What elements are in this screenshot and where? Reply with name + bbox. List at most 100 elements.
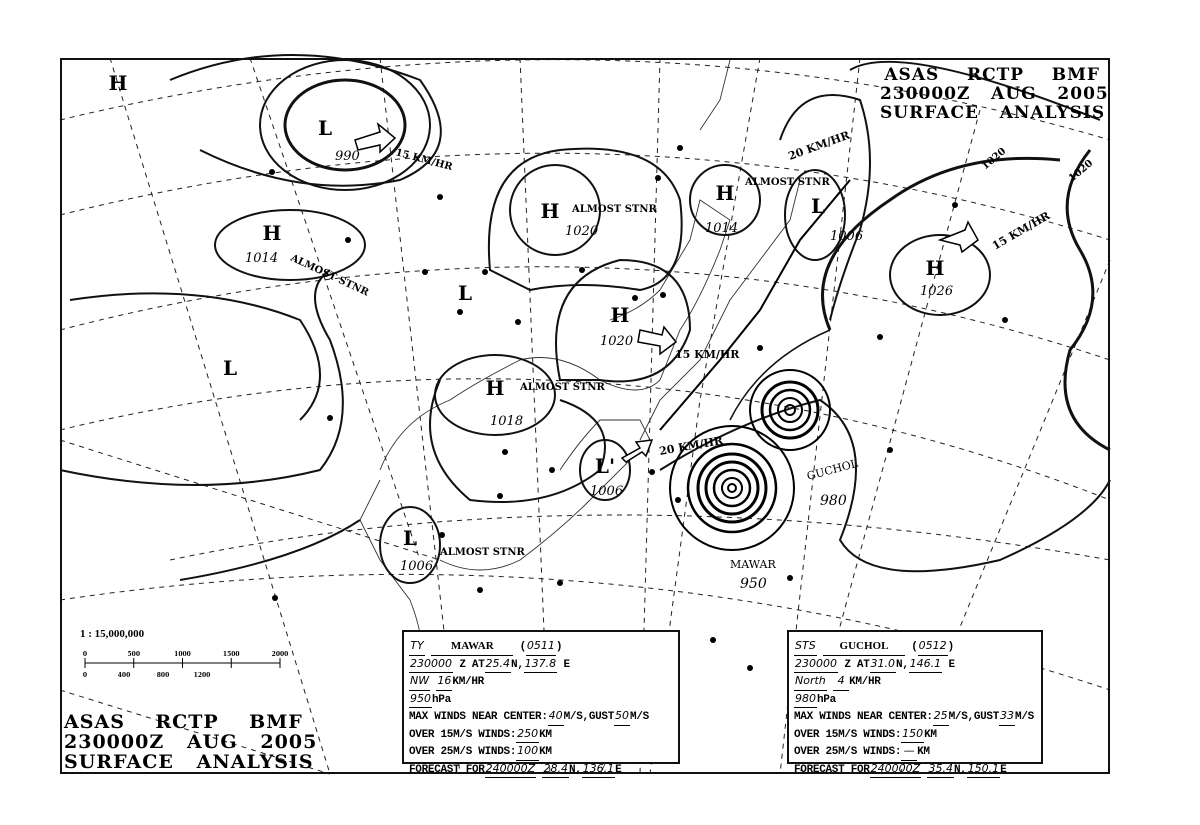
- category: STS: [794, 638, 817, 656]
- center-pressure: 1026: [920, 284, 953, 299]
- scale-tick-nm: 0: [83, 672, 87, 679]
- high-pressure-center: H: [611, 303, 630, 327]
- label: FORECAST FOR: [794, 763, 870, 776]
- lat: 31.0: [869, 656, 897, 673]
- forecast-time: 240000Z: [869, 761, 922, 778]
- center-pressure: 1014: [245, 251, 278, 266]
- header-line-1: ASAS RCTP BMF: [884, 65, 1100, 85]
- label: E: [948, 658, 955, 671]
- label: KM: [917, 746, 930, 758]
- forecast-time: 240000Z: [484, 761, 537, 778]
- speed-label: 15 KM/HR: [675, 348, 740, 361]
- gust: 33: [999, 708, 1016, 726]
- map-footer-title: ASAS RCTP BMF 230000Z AUG 2005 SURFACE A…: [64, 712, 317, 772]
- label: KM: [539, 728, 552, 741]
- category: TY: [409, 638, 425, 656]
- center-pressure: 990: [335, 149, 360, 164]
- scale-tick-nm: 400: [118, 672, 131, 679]
- forecast-lat: 28.4: [542, 761, 569, 778]
- speed: 4: [833, 673, 850, 691]
- low-pressure-center: L': [595, 454, 615, 478]
- almost-stnr-label: ALMOST STNR: [571, 204, 658, 215]
- station-plots: [269, 145, 1008, 671]
- storm-number: 0511: [525, 638, 556, 656]
- radius-15: 150: [901, 726, 925, 743]
- scale-tick-km: 500: [127, 651, 140, 658]
- label: MAX WINDS NEAR CENTER:: [794, 711, 933, 723]
- scale-tick-km: 1500: [223, 651, 240, 658]
- speed: 16: [436, 673, 453, 691]
- label: OVER 25M/S WINDS:: [409, 746, 517, 758]
- high-pressure-center: H: [486, 376, 505, 400]
- low-pressure-center: L: [458, 281, 472, 305]
- forecast-lon: 150.1: [966, 761, 1001, 778]
- label: KM: [924, 728, 937, 741]
- label: Z AT: [459, 658, 485, 671]
- typhoon-pressure-mawar: 950: [740, 576, 767, 592]
- low-pressure-center: L: [811, 194, 825, 218]
- label: N,: [953, 763, 967, 776]
- stationary-front: [659, 179, 851, 431]
- typhoon-guchol-isobars: [749, 369, 831, 451]
- radius-25: 100: [516, 743, 540, 761]
- forecast-lat: 35.4: [927, 761, 954, 778]
- high-pressure-center: H: [541, 199, 560, 223]
- pressure: 950: [409, 691, 432, 708]
- label: E: [615, 763, 622, 776]
- label: hPa: [817, 693, 836, 706]
- scale-bar: 1 : 15,000,000 0 500 1000 1500 2000 0 400 800 12…: [80, 628, 290, 683]
- radius-25: —: [901, 743, 918, 761]
- header-line-2: 230000Z AUG 2005: [880, 84, 1109, 104]
- scale-tick-km: 2000: [272, 651, 289, 658]
- label: M/S: [1015, 711, 1034, 723]
- low-pressure-center: L: [403, 526, 417, 550]
- center-pressure: 1014: [705, 221, 738, 236]
- center-pressure: 1006: [830, 229, 863, 244]
- center-pressure: 1020: [565, 224, 598, 239]
- low-pressure-center: L: [318, 116, 332, 140]
- label: E: [1000, 763, 1007, 776]
- label: M/S,GUST: [948, 711, 1000, 723]
- label: Z AT: [844, 658, 870, 671]
- label: MAX WINDS NEAR CENTER:: [409, 711, 548, 723]
- label: N,: [568, 763, 582, 776]
- high-pressure-center: H: [926, 256, 945, 280]
- motion-arrows: [354, 121, 979, 463]
- label: FORECAST FOR: [409, 763, 485, 776]
- center-pressure: 1018: [490, 414, 523, 429]
- storm-name: MAWAR: [431, 638, 514, 656]
- isobars: [59, 54, 1111, 584]
- gust: 50: [614, 708, 631, 726]
- typhoon-info-guchol: STS GUCHOL (0512) 230000 Z AT31.0N,146.1…: [787, 630, 1043, 778]
- lat: 25.4: [484, 656, 512, 673]
- header-line-2: 230000Z AUG 2005: [64, 731, 318, 753]
- label: OVER 25M/S WINDS:: [794, 746, 902, 758]
- storm-number: 0512: [917, 638, 948, 656]
- obs-time: 230000: [794, 656, 838, 673]
- obs-time: 230000: [409, 656, 453, 673]
- scale-tick-km: 1000: [174, 651, 191, 658]
- label: M/S,GUST: [563, 711, 615, 723]
- low-pressure-center: L: [223, 356, 237, 380]
- label: N,: [511, 658, 524, 671]
- lon: 146.1: [908, 656, 943, 673]
- almost-stnr-label: ALMOST STNR: [519, 382, 606, 393]
- storm-name: GUCHOL: [823, 638, 905, 656]
- almost-stnr-label: ALMOST STNR: [439, 547, 526, 558]
- label: KM/HR: [452, 676, 484, 688]
- almost-stnr-label: ALMOST STNR: [744, 177, 831, 188]
- center-pressure: 1020: [600, 334, 633, 349]
- high-pressure-center: H: [263, 221, 282, 245]
- header-line-3: SURFACE ANALYSIS: [64, 751, 314, 773]
- label: OVER 15M/S WINDS:: [409, 728, 517, 741]
- label: M/S: [630, 711, 649, 723]
- center-pressure: 1006: [400, 559, 433, 574]
- label: OVER 15M/S WINDS:: [794, 728, 902, 741]
- scale-tick-nm: 800: [157, 672, 170, 679]
- scale-ruler: 0 500 1000 1500 2000 0 400 800 1200: [83, 651, 289, 679]
- high-pressure-center: H: [716, 181, 735, 205]
- label: KM/HR: [849, 676, 881, 688]
- header-line-1: ASAS RCTP BMF: [64, 711, 303, 733]
- center-pressure: 1006: [590, 484, 623, 499]
- scale-tick-nm: 1200: [194, 672, 211, 679]
